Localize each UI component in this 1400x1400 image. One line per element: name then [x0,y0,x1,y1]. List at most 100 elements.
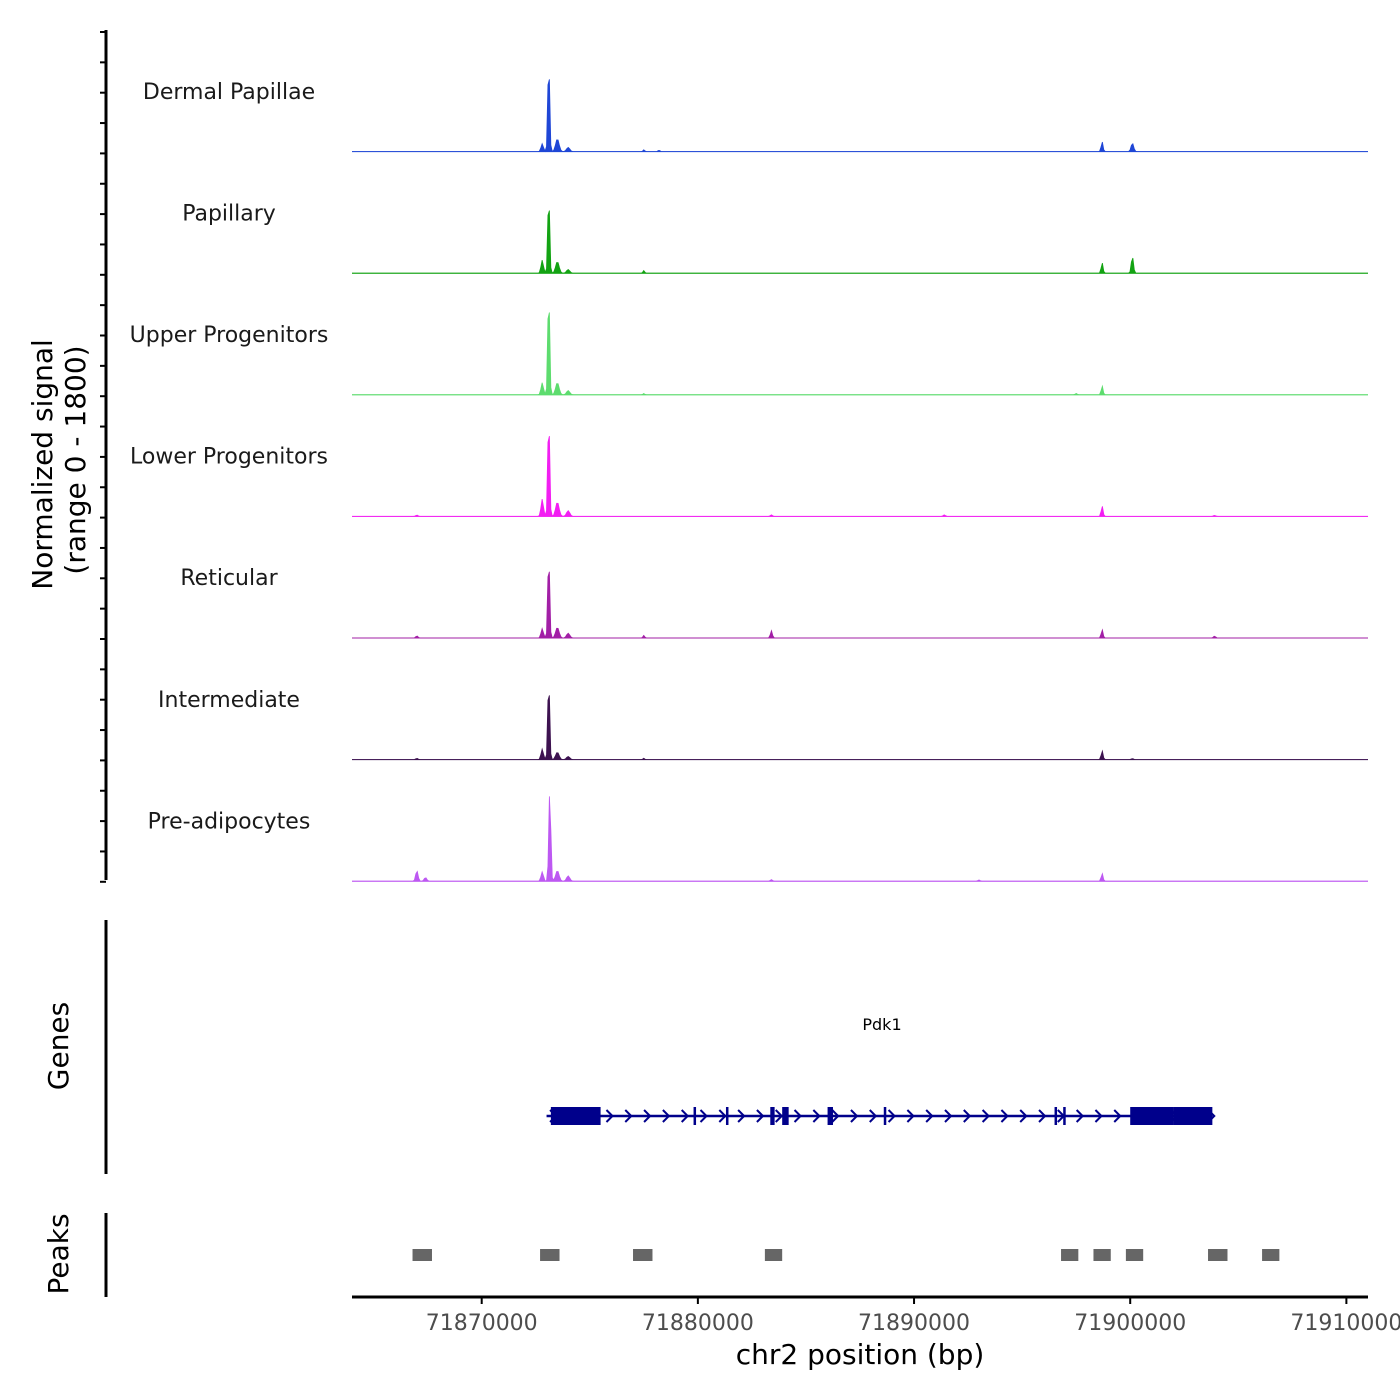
strand-arrow-icon [1038,1109,1047,1123]
coverage-tracks: Dermal Papillae Papillary Upper Progenitor… [130,57,1368,882]
signal-peak [1212,636,1216,638]
peak-region [1125,1249,1144,1261]
signal-peak [1100,386,1104,395]
signal-peak [565,147,571,151]
signal-peak [554,262,561,274]
gene-exon [1173,1107,1213,1125]
strand-arrow-icon [963,1109,972,1123]
coverage-track-pre-adipocytes: Pre-adipocytes [148,789,1368,882]
peak-track [412,1249,1280,1261]
signal-peak [554,627,561,638]
signal-peak [565,633,571,638]
strand-arrow-icon [1113,1109,1122,1123]
track-label: Reticular [180,566,278,591]
coverage-y-axis-title-line1: Normalized signal [26,339,59,590]
strand-arrow-icon [718,1109,727,1123]
signal-peak [642,271,645,274]
signal-peak [540,749,545,760]
axes-layer [100,30,108,1297]
x-tick-label: 71910000 [1290,1311,1400,1336]
peak-region [1093,1249,1111,1261]
signal-peak [565,511,571,517]
gene-exon [827,1107,833,1125]
gene-exon [782,1107,789,1125]
strand-arrow-icon [887,1109,896,1123]
gene-exon [883,1107,887,1125]
coverage-area [352,695,1368,761]
signal-peak [1100,630,1104,638]
signal-peak [554,871,561,882]
gene-exon [1063,1107,1066,1125]
track-label: Lower Progenitors [130,445,328,470]
coverage-track-dermal-papillae: Dermal Papillae [143,57,1368,153]
signal-peak [657,150,660,152]
signal-peak [769,631,773,638]
signal-peak [547,57,551,152]
strand-arrow-icon [643,1109,652,1123]
signal-peak [1130,256,1134,273]
strand-arrow-icon [793,1109,802,1123]
signal-peak [642,635,645,638]
coverage-track-intermediate: Intermediate [158,675,1368,761]
signal-peak [1130,143,1135,151]
signal-peak [540,629,545,639]
gene-exon [550,1107,601,1125]
x-axis: 71870000 71880000 71890000 71900000 71910000 [352,1295,1400,1336]
strand-arrow-icon [925,1109,934,1123]
signal-peak [565,756,571,759]
signal-peak [1212,515,1216,516]
track-label: Intermediate [158,688,300,713]
coverage-track-lower-progenitors: Lower Progenitors [130,411,1368,517]
strand-arrow-icon [1075,1109,1085,1123]
signal-peak [565,391,571,395]
coverage-y-axis-title: Normalized signal (range 0 - 1800) [26,330,92,589]
coverage-track-upper-progenitors: Upper Progenitors [130,287,1368,396]
gene-track [546,1107,1216,1125]
strand-arrow-icon [1019,1109,1028,1123]
peak-region [1262,1249,1280,1261]
strand-arrow-icon [869,1109,878,1123]
coverage-area [352,79,1368,153]
signal-peak [547,287,551,395]
coverage-track-reticular: Reticular [180,551,1368,639]
signal-peak [554,139,561,152]
strand-arrow-icon [906,1109,915,1123]
gene-exon [693,1107,697,1125]
x-tick-label: 71890000 [858,1311,970,1336]
signal-peak [540,872,545,882]
track-label: Dermal Papillae [143,80,315,105]
strand-arrow-icon [737,1109,746,1123]
x-tick-label: 71870000 [426,1311,538,1336]
signal-peak [548,789,552,881]
strand-arrow-icon [775,1109,784,1123]
signal-peak [554,383,561,395]
signal-peak [769,515,773,517]
signal-peak [565,270,571,274]
strand-arrow-icon [605,1109,614,1123]
signal-peak [415,636,419,638]
signal-peak [547,411,551,517]
x-tick-label: 71880000 [642,1311,754,1336]
signal-peak [547,675,551,759]
coverage-area [352,312,1368,396]
coverage-area [352,436,1368,517]
signal-peak [1130,759,1134,760]
coverage-track-papillary: Papillary [182,201,1368,274]
signal-peak [642,758,645,759]
strand-arrow-icon [699,1109,708,1123]
signal-peak [415,758,419,759]
strand-arrow-icon [944,1109,953,1123]
peaks-y-axis-title: Peaks [42,1213,75,1294]
signal-peak [414,871,419,882]
x-tick-label: 71900000 [1074,1311,1186,1336]
signal-peak [1100,263,1104,274]
signal-peak [540,260,545,273]
signal-peak [1100,873,1104,881]
signal-peak [547,551,551,638]
signal-peak [565,876,571,881]
signal-peak [554,752,561,759]
coverage-y-axis-title-line2: (range 0 - 1800) [59,345,92,574]
gene-exon [1130,1107,1174,1125]
peak-region [764,1249,783,1261]
